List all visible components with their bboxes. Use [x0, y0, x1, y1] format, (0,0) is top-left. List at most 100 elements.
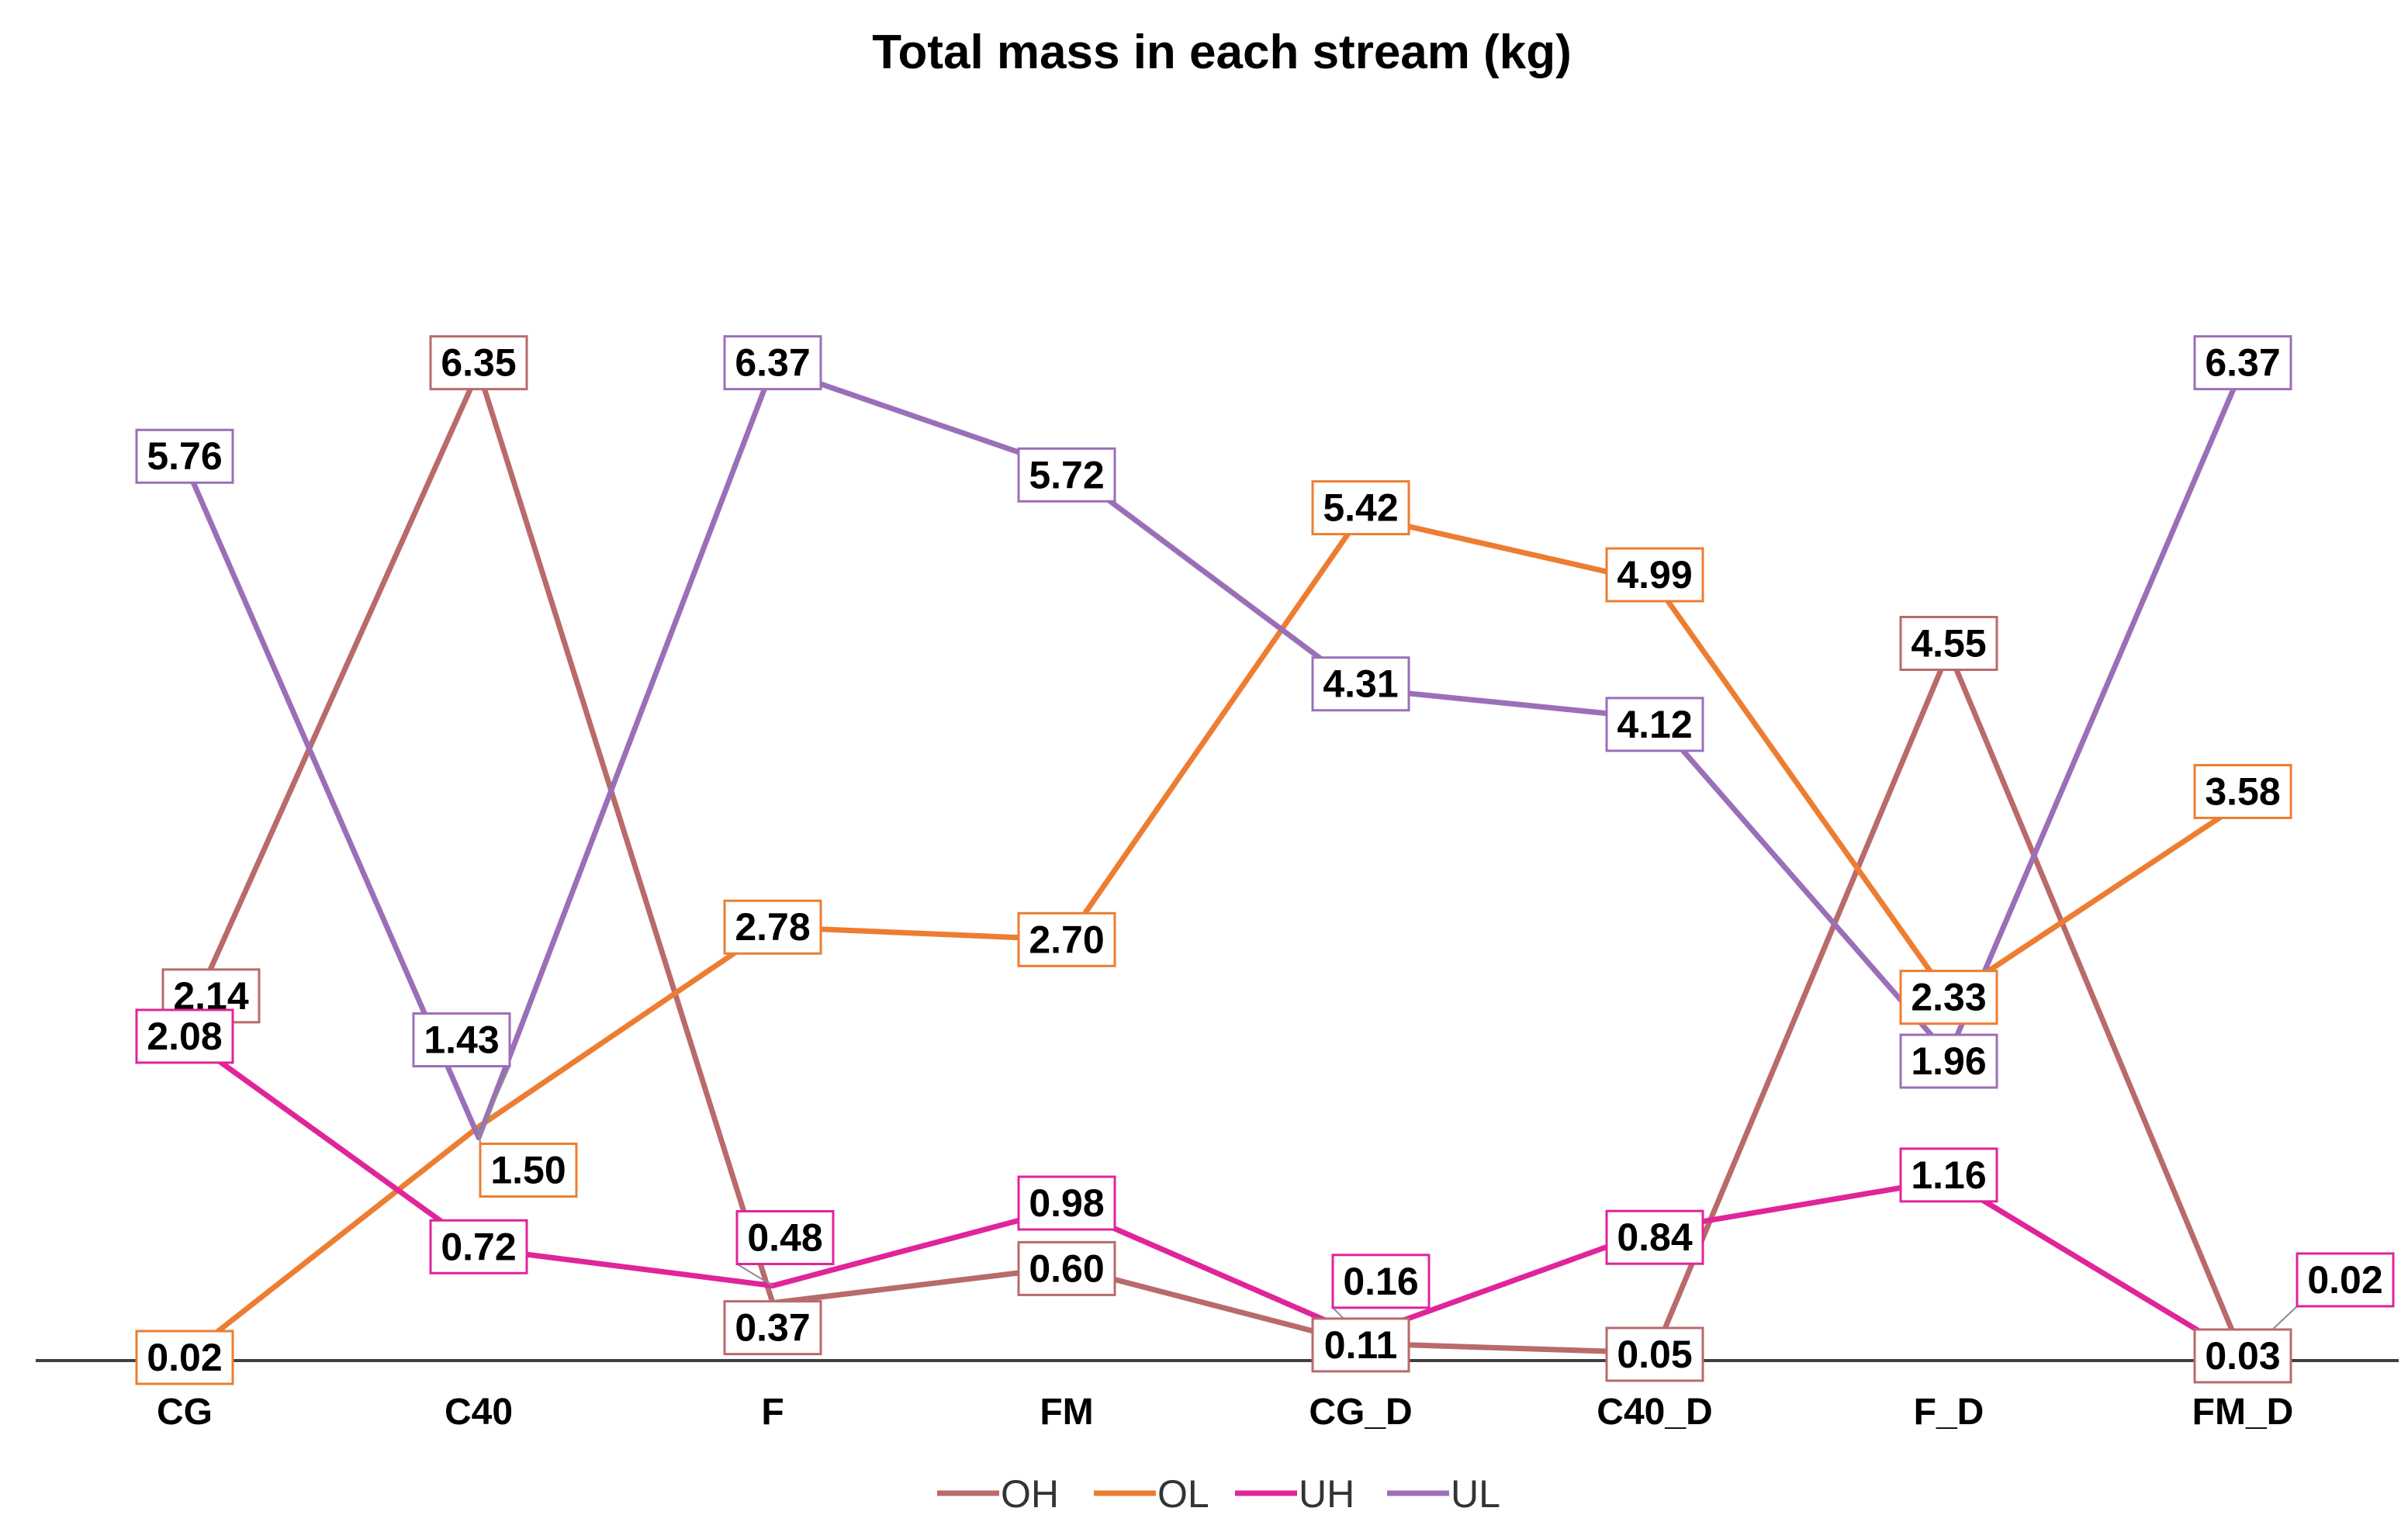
data-label-box — [1605, 1326, 1704, 1382]
data-label-ul-fm-d: 6.37 — [2193, 335, 2292, 391]
data-label-box — [429, 335, 528, 391]
data-label-ul-f: 6.37 — [723, 335, 822, 391]
data-label-box — [723, 899, 822, 955]
data-label-ol-cg-d: 5.42 — [1311, 480, 1410, 536]
data-label-text: 0.05 — [1617, 1333, 1692, 1376]
data-label-uh-c40-d: 0.84 — [1605, 1209, 1704, 1265]
data-label-text: 0.02 — [2307, 1258, 2382, 1302]
data-label-box — [1311, 656, 1410, 712]
x-tick-label-fm: FM — [1040, 1392, 1093, 1433]
legend-label: UH — [1299, 1472, 1354, 1516]
data-label-box — [1331, 1254, 1431, 1309]
data-label-box — [1605, 1209, 1704, 1265]
data-label-box — [1899, 970, 1998, 1025]
data-label-text: 0.60 — [1029, 1247, 1104, 1290]
series-line-oh — [182, 368, 2246, 1359]
data-label-text: 6.35 — [441, 341, 516, 385]
leader-line-ul-c40 — [478, 1066, 510, 1138]
data-label-box — [2193, 763, 2292, 819]
data-label-box — [735, 1210, 835, 1266]
data-label-text: 1.43 — [424, 1018, 499, 1062]
legend-label: OL — [1157, 1472, 1209, 1516]
data-label-text: 6.37 — [2205, 341, 2280, 385]
data-label-ul-fm: 5.72 — [1017, 447, 1116, 503]
data-label-box — [1311, 1317, 1410, 1373]
data-label-uh-f-d: 1.16 — [1899, 1147, 1998, 1203]
leader-line-uh-f — [736, 1263, 773, 1287]
data-label-box — [1899, 1033, 1998, 1089]
data-label-oh-f: 0.37 — [723, 1300, 822, 1356]
data-label-oh-fm: 0.60 — [1017, 1240, 1116, 1296]
data-label-text: 6.37 — [735, 341, 810, 385]
series-lines — [182, 365, 2246, 1361]
data-label-text: 0.72 — [441, 1225, 516, 1268]
data-label-text: 1.50 — [490, 1149, 566, 1192]
data-label-text: 5.72 — [1029, 453, 1104, 496]
data-label-uh-cg-d: 0.16 — [1331, 1254, 1431, 1309]
data-label-box — [1017, 1240, 1116, 1296]
data-label-box — [1605, 697, 1704, 752]
data-label-text: 2.78 — [735, 905, 810, 949]
x-tick-label-cg-d: CG_D — [1309, 1392, 1412, 1433]
data-label-text: 2.70 — [1029, 918, 1104, 961]
data-label-ol-f: 2.78 — [723, 899, 822, 955]
data-label-oh-c40-d: 0.05 — [1605, 1326, 1704, 1382]
data-label-box — [1605, 547, 1704, 603]
data-label-box — [1311, 480, 1410, 536]
data-label-uh-cg: 2.08 — [135, 1008, 234, 1064]
x-tick-label-c40-d: C40_D — [1597, 1392, 1712, 1433]
data-label-text: 4.31 — [1323, 662, 1398, 706]
data-label-ol-c40-d: 4.99 — [1605, 547, 1704, 603]
data-label-text: 0.48 — [747, 1216, 822, 1260]
data-label-text: 4.55 — [1911, 621, 1986, 665]
data-label-oh-cg-d: 0.11 — [1311, 1317, 1410, 1373]
data-label-text: 1.96 — [1911, 1039, 1986, 1083]
data-label-uh-fm-d: 0.02 — [2296, 1252, 2395, 1308]
data-label-text: 0.98 — [1029, 1181, 1104, 1225]
x-tick-label-c40: C40 — [445, 1392, 513, 1433]
legend: OH OL UH UL — [937, 1472, 1500, 1516]
legend-item-ol: OL — [1094, 1472, 1209, 1516]
x-tick-label-fm-d: FM_D — [2192, 1392, 2294, 1433]
data-label-box — [1899, 1147, 1998, 1203]
chart-title: Total mass in each stream (kg) — [872, 26, 1572, 79]
data-label-text: 1.16 — [1911, 1153, 1986, 1197]
x-axis-ticks: CG C40 F FM CG_D C40_D F_D FM_D — [157, 1392, 2293, 1433]
data-label-box — [479, 1143, 578, 1198]
data-label-ol-c40: 1.50 — [479, 1143, 578, 1198]
data-label-box — [1017, 447, 1116, 503]
data-label-uh-f: 0.48 — [735, 1210, 835, 1266]
data-label-uh-c40: 0.72 — [429, 1219, 528, 1274]
data-label-ol-cg: 0.02 — [135, 1330, 234, 1385]
series-line-ol — [182, 513, 2246, 1361]
data-label-ul-c40: 1.43 — [412, 1012, 511, 1068]
data-label-text: 5.76 — [147, 434, 222, 478]
data-label-box — [429, 1219, 528, 1274]
data-label-oh-c40: 6.35 — [429, 335, 528, 391]
data-label-box — [2193, 1328, 2292, 1384]
legend-item-uh: UH — [1235, 1472, 1354, 1516]
data-label-box — [1899, 615, 1998, 671]
x-tick-label-f: F — [761, 1392, 784, 1433]
data-label-box — [135, 428, 234, 484]
data-label-text: 0.11 — [1324, 1323, 1398, 1367]
data-label-box — [412, 1012, 511, 1068]
data-label-box — [723, 335, 822, 391]
data-label-oh-f-d: 4.55 — [1899, 615, 1998, 671]
data-label-ol-f-d: 2.33 — [1899, 970, 1998, 1025]
data-label-text: 4.99 — [1617, 553, 1692, 597]
data-label-text: 0.37 — [735, 1306, 810, 1350]
data-label-text: 4.12 — [1617, 703, 1692, 746]
data-label-box — [1017, 911, 1116, 967]
data-label-box — [1017, 1175, 1116, 1231]
data-label-text: 0.84 — [1617, 1216, 1693, 1259]
x-tick-label-cg: CG — [157, 1392, 213, 1433]
legend-label: OH — [1001, 1472, 1059, 1516]
data-label-uh-fm: 0.98 — [1017, 1175, 1116, 1231]
data-label-text: 0.02 — [147, 1336, 222, 1379]
data-label-text: 0.03 — [2205, 1334, 2280, 1378]
data-label-ul-c40-d: 4.12 — [1605, 697, 1704, 752]
data-label-text: 2.08 — [147, 1015, 222, 1058]
data-label-ol-fm: 2.70 — [1017, 911, 1116, 967]
